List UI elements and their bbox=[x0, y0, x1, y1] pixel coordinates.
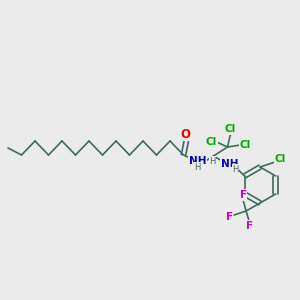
Text: O: O bbox=[181, 128, 190, 140]
Text: NH: NH bbox=[221, 159, 238, 169]
Text: Cl: Cl bbox=[206, 137, 217, 147]
Text: F: F bbox=[239, 190, 247, 200]
Text: F: F bbox=[245, 221, 253, 231]
Text: H: H bbox=[232, 164, 239, 173]
Text: Cl: Cl bbox=[225, 124, 236, 134]
Text: Cl: Cl bbox=[240, 140, 251, 150]
Text: H: H bbox=[194, 163, 201, 172]
Text: NH: NH bbox=[189, 156, 206, 166]
Text: F: F bbox=[226, 212, 233, 222]
Text: Cl: Cl bbox=[274, 154, 286, 164]
Text: H: H bbox=[209, 157, 216, 166]
